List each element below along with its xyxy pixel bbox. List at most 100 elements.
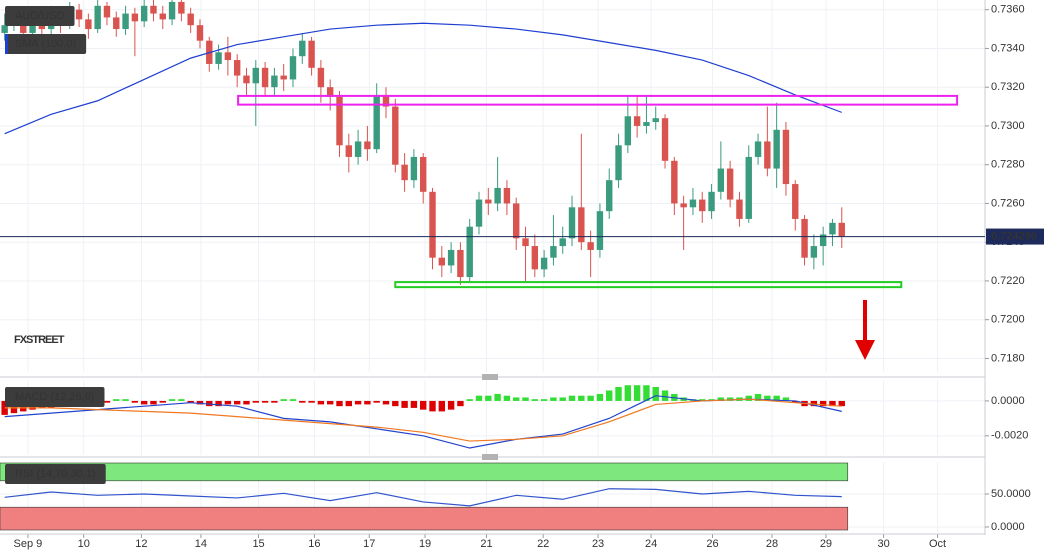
candle-body — [736, 199, 743, 219]
x-tick-label: 21 — [480, 538, 492, 550]
candle-body — [661, 118, 669, 161]
y-tick-label: 0.7200 — [991, 314, 1025, 326]
candle-body — [392, 106, 399, 165]
histogram-bar — [782, 397, 790, 401]
histogram-bar — [652, 386, 659, 401]
histogram-bar — [308, 400, 315, 403]
histogram-bar — [596, 393, 604, 401]
histogram-bar — [261, 400, 269, 403]
candle-body — [466, 226, 473, 278]
candle-body — [150, 5, 157, 14]
x-tick-label: 17 — [363, 538, 375, 550]
candle-body — [838, 222, 845, 237]
candle-body — [764, 141, 771, 169]
resize-grip[interactable] — [482, 374, 498, 460]
candle-body — [401, 164, 408, 181]
candle-body — [773, 129, 780, 169]
candle-body — [578, 207, 585, 243]
watermark: FXSTREET — [14, 334, 65, 346]
candle-body — [261, 67, 269, 88]
candle-body — [522, 238, 529, 247]
candle-body — [829, 222, 836, 235]
histogram-bar — [699, 399, 706, 401]
candle-body — [633, 116, 641, 126]
histogram-bar — [792, 400, 799, 403]
x-tick-label: 28 — [766, 538, 778, 550]
candle-body — [122, 13, 129, 30]
candle-body — [113, 17, 120, 30]
candle-body — [792, 184, 799, 219]
histogram-bar — [10, 400, 18, 414]
legend-swatch — [5, 34, 8, 54]
histogram-bar — [103, 400, 111, 403]
histogram-bar — [717, 397, 725, 401]
overbought-band — [0, 462, 849, 482]
level-zone — [237, 94, 959, 106]
histogram-bar — [578, 395, 585, 401]
histogram-bar — [168, 399, 176, 401]
indicator-line — [4, 22, 842, 135]
x-tick-label: 23 — [592, 538, 604, 550]
candle-body — [29, 21, 36, 33]
x-tick-label: 10 — [78, 538, 90, 550]
histogram-bar — [466, 399, 473, 401]
histogram-bar — [485, 395, 492, 401]
histogram-bar — [122, 399, 129, 401]
histogram-bar — [559, 397, 566, 401]
histogram-bar — [178, 399, 185, 401]
x-tick-label: 29 — [820, 538, 832, 550]
histogram-bar — [726, 397, 734, 401]
histogram-bar — [326, 400, 334, 405]
histogram-bar — [113, 399, 120, 401]
histogram-bar — [754, 393, 762, 401]
histogram-bar — [345, 400, 352, 407]
last-price-label: 0.724290 — [991, 230, 1037, 242]
candle-body — [308, 40, 315, 68]
candle-body — [354, 141, 362, 157]
candle-body — [726, 168, 734, 200]
candle-body — [559, 238, 566, 247]
histogram-bar — [289, 399, 297, 401]
histogram-bar — [633, 385, 641, 401]
histogram-bar — [773, 395, 780, 401]
histogram-bar — [150, 400, 157, 405]
histogram-bar — [233, 400, 241, 405]
y-tick-label: 0.7300 — [991, 120, 1025, 132]
histogram-bar — [522, 397, 529, 401]
candle-body — [326, 87, 334, 97]
candle-body — [85, 19, 92, 30]
x-tick-label: 26 — [706, 538, 718, 550]
x-tick-label: 24 — [645, 538, 657, 550]
legend-box — [5, 464, 106, 484]
histogram-bar — [215, 400, 222, 407]
histogram-bar — [606, 390, 613, 401]
candle-body — [271, 75, 278, 88]
candle-body — [94, 5, 101, 30]
histogram-bar — [829, 400, 836, 407]
candle-body — [103, 5, 111, 18]
candle-body — [140, 5, 148, 22]
candle-body — [624, 116, 632, 146]
candle-body — [410, 156, 418, 181]
histogram-bar — [615, 386, 622, 401]
candle-body — [1, 25, 8, 33]
candle-body — [178, 1, 185, 14]
y-tick-label: 0.7220 — [991, 275, 1025, 287]
candle-body — [317, 67, 325, 88]
candle-body — [596, 211, 604, 250]
candle-body — [382, 94, 390, 107]
candle-body — [689, 199, 697, 208]
y-tick-label: 0.7260 — [991, 197, 1025, 209]
legend-box — [5, 387, 105, 407]
histogram-bar — [224, 400, 232, 405]
histogram-bar — [401, 400, 408, 408]
y-tick-label: 0.7320 — [991, 81, 1025, 93]
y-tick-label: 50.0000 — [991, 488, 1031, 500]
legend-label: SMA (100,0) — [15, 38, 76, 50]
x-tick-label: 16 — [308, 538, 320, 550]
candle-body — [224, 52, 232, 61]
candle-body — [782, 129, 790, 185]
y-tick-label: 0.0000 — [991, 395, 1025, 407]
candle-body — [243, 75, 250, 84]
